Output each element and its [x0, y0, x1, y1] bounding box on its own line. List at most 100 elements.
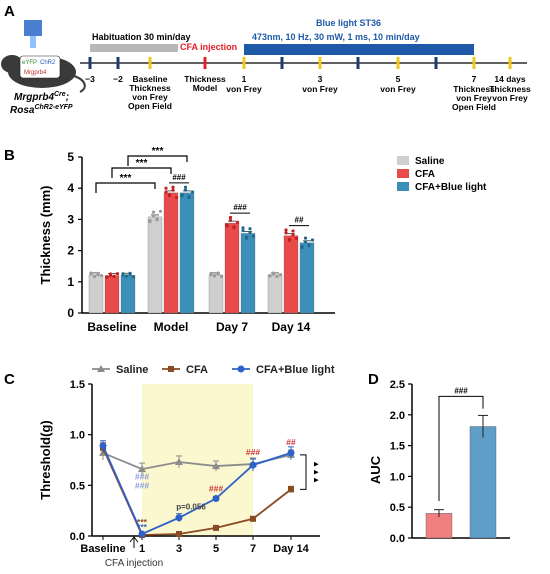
bar	[88, 274, 104, 314]
bar	[104, 275, 120, 314]
comparison-bracket	[111, 167, 172, 178]
data-point	[275, 274, 279, 278]
data-point	[209, 273, 213, 277]
y-tick-label: 2.0	[390, 410, 405, 422]
shaded-period	[142, 384, 253, 536]
timeline-tick	[318, 57, 322, 69]
comparison-label: ***	[120, 173, 132, 184]
data-point	[124, 274, 129, 278]
timeline-tick	[242, 57, 246, 69]
data-point	[180, 194, 184, 198]
data-point	[128, 272, 132, 276]
bar	[163, 192, 179, 314]
timeline-tick	[508, 57, 512, 69]
annotation: ###	[135, 471, 149, 481]
x-tick-label: Model	[154, 320, 189, 334]
data-point	[176, 530, 182, 537]
mouse-genotype-line1: Mrgprb4Cre;	[14, 91, 69, 103]
data-point	[288, 486, 294, 493]
data-point	[164, 186, 168, 190]
panel-label-b: B	[4, 147, 15, 164]
significance-label: ###	[233, 203, 247, 212]
data-point	[294, 236, 299, 241]
data-point	[158, 209, 163, 213]
data-point	[213, 524, 219, 531]
timeline-tick-label: 14 days	[494, 74, 525, 84]
experiment-timeline: Habituation 30 min/day Blue light ST36 473…	[80, 18, 531, 112]
timeline-step-label: Open Field	[452, 102, 496, 112]
data-point	[250, 515, 256, 522]
data-point	[148, 219, 152, 224]
timeline-step-label: von Frey	[132, 92, 168, 102]
timeline-step-label: von Frey	[302, 84, 338, 94]
mouse-head-icon	[1, 55, 23, 73]
significance-label: ###	[172, 173, 186, 182]
bar	[240, 233, 256, 314]
comparison-bracket	[95, 182, 156, 193]
timeline-step-label: von Frey	[226, 84, 262, 94]
timeline-step-label: Thickness	[489, 84, 531, 94]
timeline-tick-label: 1	[242, 74, 247, 84]
annotation: ***	[137, 522, 148, 532]
legend-marker	[168, 366, 174, 372]
data-point	[121, 273, 125, 277]
annotation: ##	[286, 437, 296, 447]
series-line	[102, 445, 292, 536]
y-tick-label: 1	[67, 275, 74, 289]
x-tick-label: 5	[213, 543, 219, 555]
timeline-tick	[472, 57, 476, 69]
y-tick-label: 1.5	[390, 441, 405, 453]
data-point	[244, 235, 249, 239]
auc-bar-chart: 0.0 0.5 1.0 1.5 2.0 2.5 AUC ###	[368, 379, 510, 545]
y-tick-label: 0.0	[390, 533, 405, 545]
data-point	[235, 220, 240, 224]
bar	[299, 242, 315, 314]
timeline-tick	[203, 57, 207, 69]
annotation: ###	[246, 447, 260, 457]
legend-swatch	[397, 169, 409, 178]
data-point	[187, 195, 191, 199]
timeline-tick	[280, 57, 284, 69]
data-point	[105, 275, 109, 279]
legend-label: CFA	[415, 169, 435, 180]
y-tick-label: 3	[67, 212, 74, 226]
bar	[120, 275, 136, 314]
timeline-tick	[396, 57, 400, 69]
panel-label-a: A	[4, 3, 15, 20]
thickness-bar-chart: 0 1 2 3 4 5 Thickness (mm) Baseline Model Day 7 Da…	[38, 146, 487, 334]
data-point	[291, 229, 295, 233]
data-point	[241, 226, 245, 230]
timeline-step-label: Thickness	[184, 74, 226, 84]
timeline-step-label: Baseline	[133, 74, 168, 84]
y-axis-label: Thickness (mm)	[38, 186, 53, 285]
data-point	[99, 273, 104, 278]
legend-label: CFA+Blue light	[256, 364, 335, 376]
data-point	[284, 228, 288, 232]
timeline-tick-label: 3	[318, 74, 323, 84]
data-point	[225, 224, 229, 228]
data-point	[219, 274, 224, 279]
annotation: ###	[135, 480, 149, 490]
comparison-label: ***	[136, 158, 148, 169]
y-tick-label: 1.0	[390, 471, 405, 483]
data-point	[278, 273, 283, 277]
comparison-bracket	[127, 155, 188, 166]
data-point	[155, 218, 159, 222]
data-point	[115, 272, 120, 276]
data-point	[112, 274, 116, 279]
data-point	[89, 271, 93, 275]
x-tick-label: Baseline	[80, 543, 125, 555]
legend-marker	[97, 365, 105, 372]
bar	[147, 216, 163, 314]
data-point	[171, 188, 175, 192]
y-tick-label: 1.5	[70, 379, 85, 391]
timeline-step-label: von Frey	[456, 93, 492, 103]
data-point	[232, 225, 236, 229]
data-point	[92, 274, 97, 279]
legend-swatch	[397, 156, 409, 165]
data-point	[183, 185, 188, 189]
x-tick-label: Day 7	[216, 320, 248, 334]
blue-light-params: 473nm, 10 Hz, 30 mW, 1 ms, 10 min/day	[252, 32, 420, 42]
bar	[179, 192, 195, 314]
timeline-tick-label: 7	[472, 74, 477, 84]
